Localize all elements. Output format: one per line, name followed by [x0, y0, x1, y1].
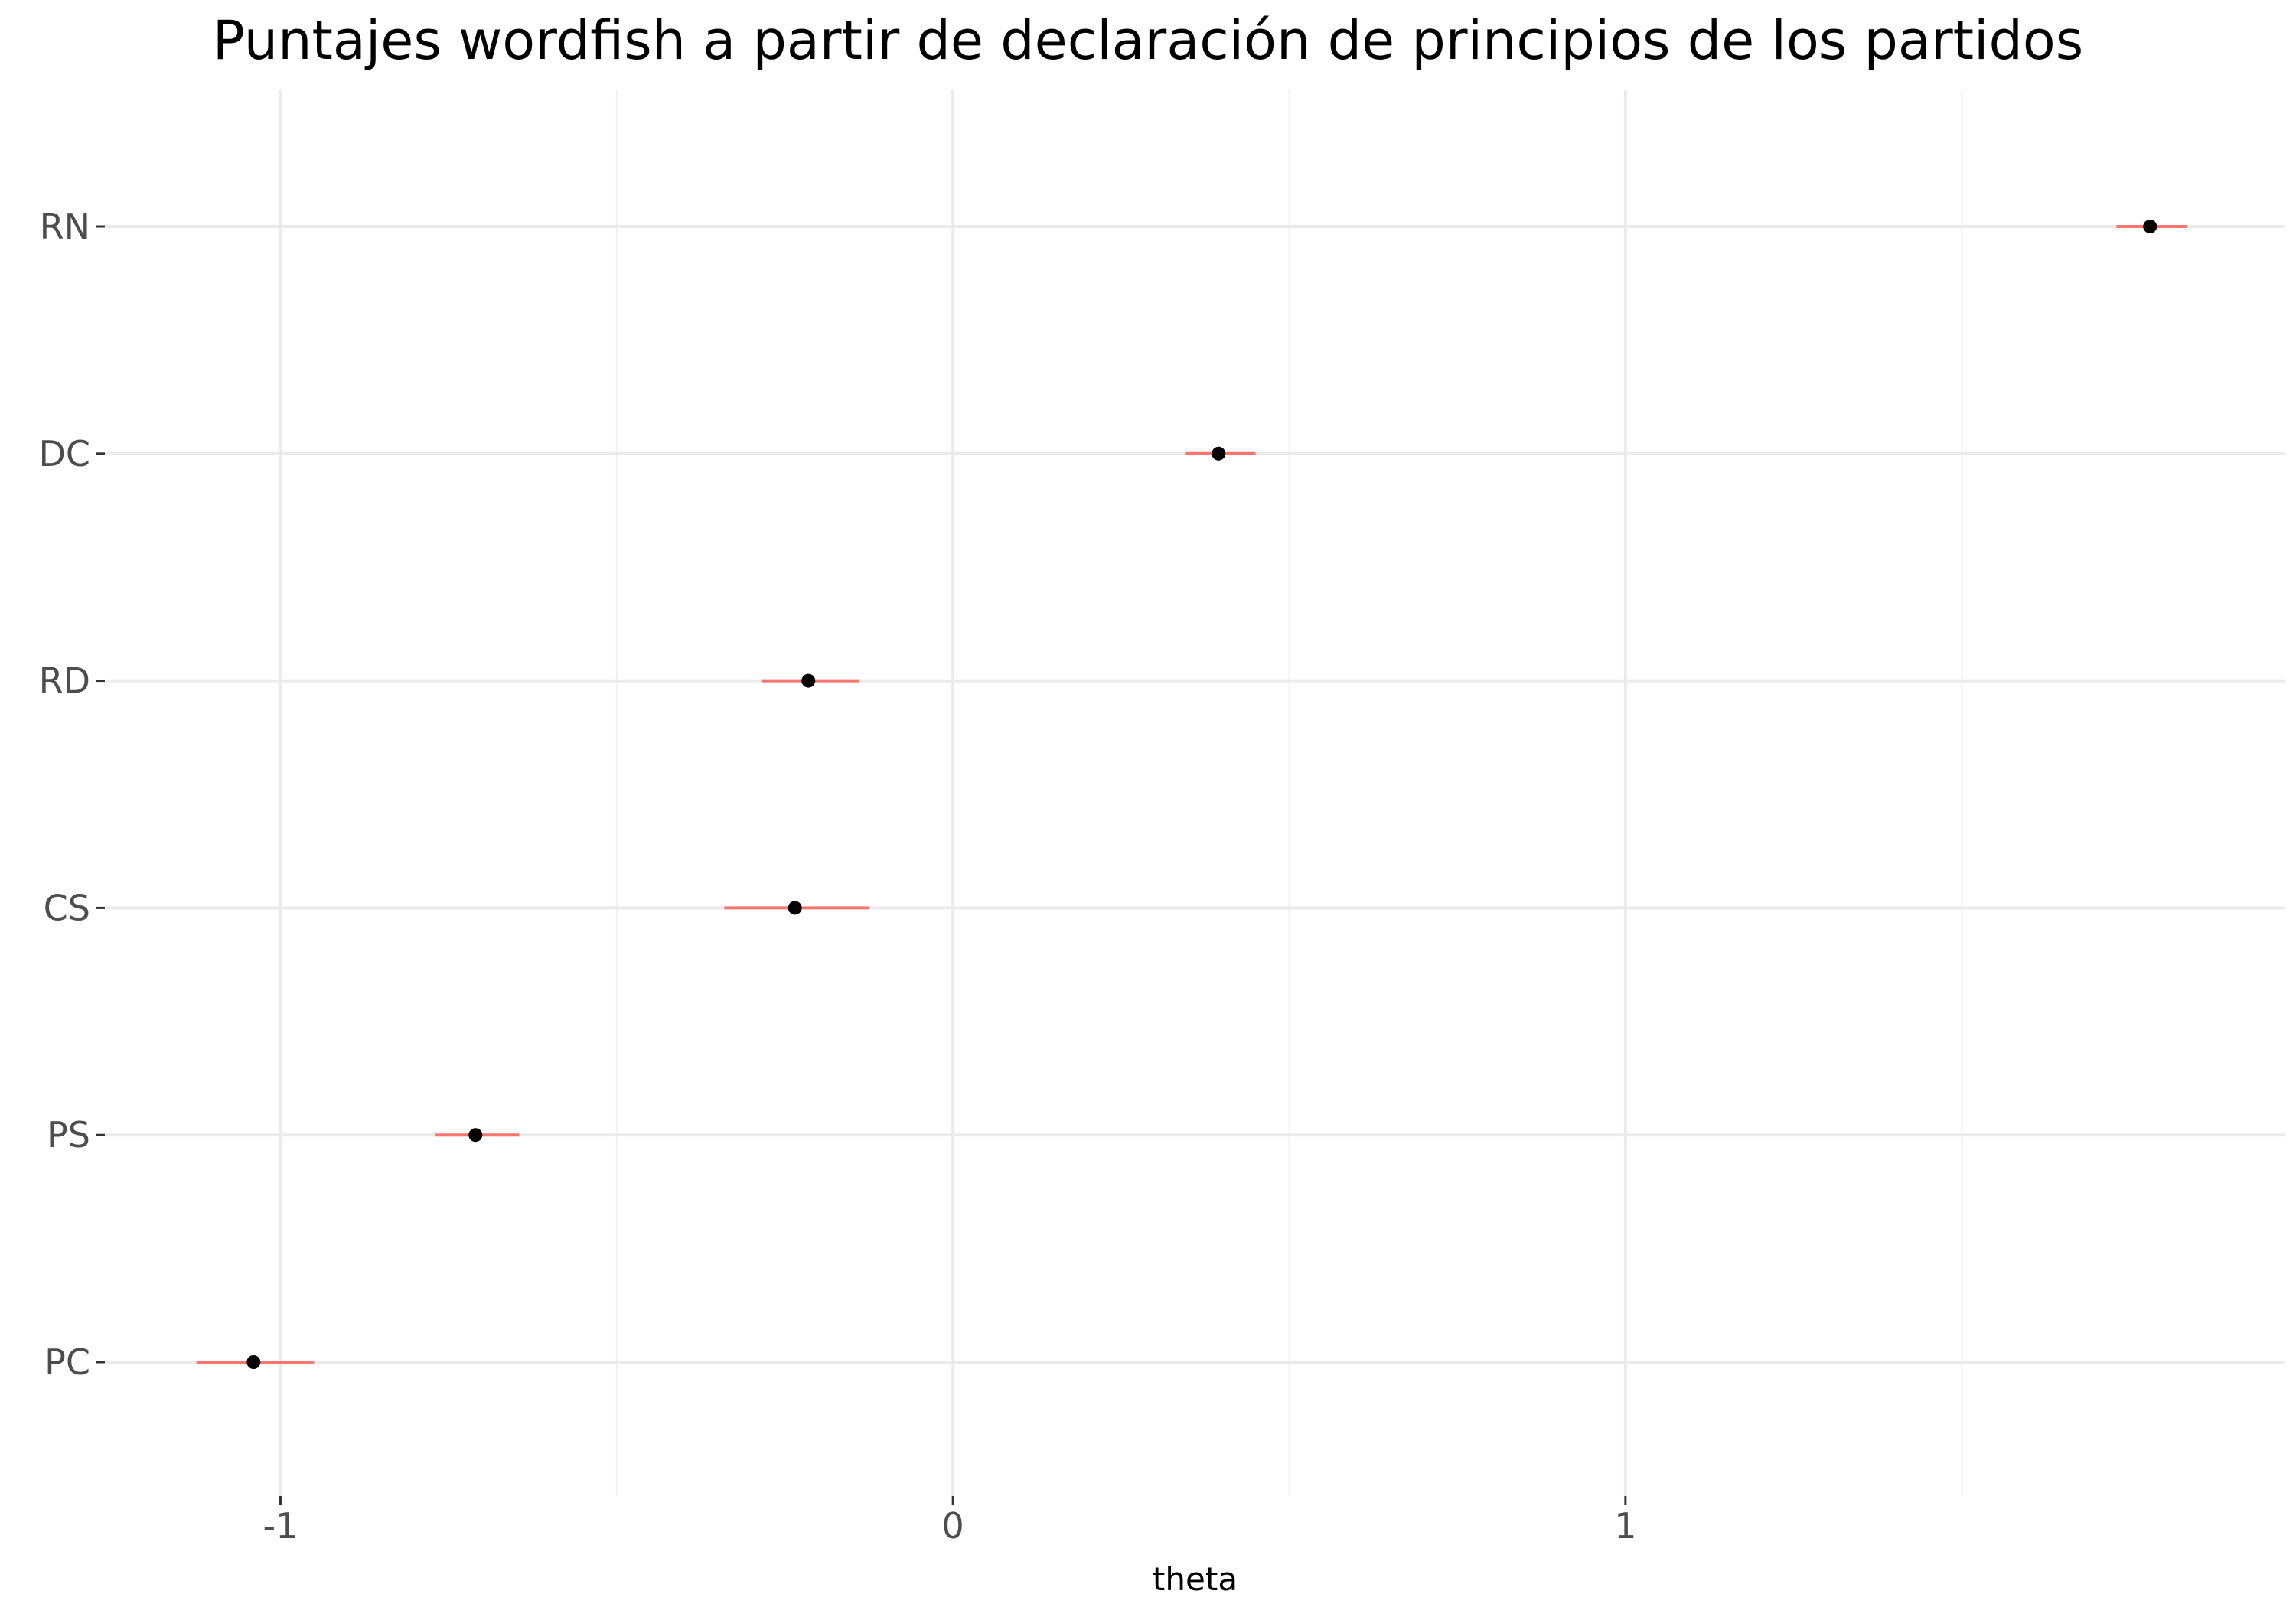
x-tick-label: 1 — [1614, 1505, 1636, 1547]
point-rn — [2143, 220, 2157, 233]
major-gridlines — [106, 90, 2285, 1496]
theta-points — [246, 220, 2157, 1369]
y-tick-label-rn: RN — [40, 206, 90, 247]
chart-title: Puntajes wordfish a partir de declaració… — [212, 9, 2084, 72]
y-tick-label-pc: PC — [44, 1341, 90, 1383]
point-cs — [788, 901, 802, 915]
y-tick-label-ps: PS — [47, 1114, 90, 1156]
x-tick-label: -1 — [263, 1505, 298, 1547]
y-tick-label-cs: CS — [44, 887, 90, 928]
confidence-intervals — [196, 225, 2187, 1364]
point-ps — [468, 1128, 483, 1143]
minor-gridlines — [615, 90, 1963, 1496]
x-tick-label: 0 — [942, 1505, 964, 1547]
y-tick-label-rd: RD — [39, 660, 90, 702]
point-pc — [246, 1355, 261, 1369]
y-tick-label-dc: DC — [38, 433, 90, 474]
y-axis: PC PS CS RD DC RN — [38, 206, 105, 1383]
point-dc — [1212, 446, 1226, 461]
x-axis: -1 0 1 — [263, 1496, 1637, 1547]
point-rd — [801, 673, 816, 688]
x-axis-title: theta — [1153, 1560, 1238, 1598]
